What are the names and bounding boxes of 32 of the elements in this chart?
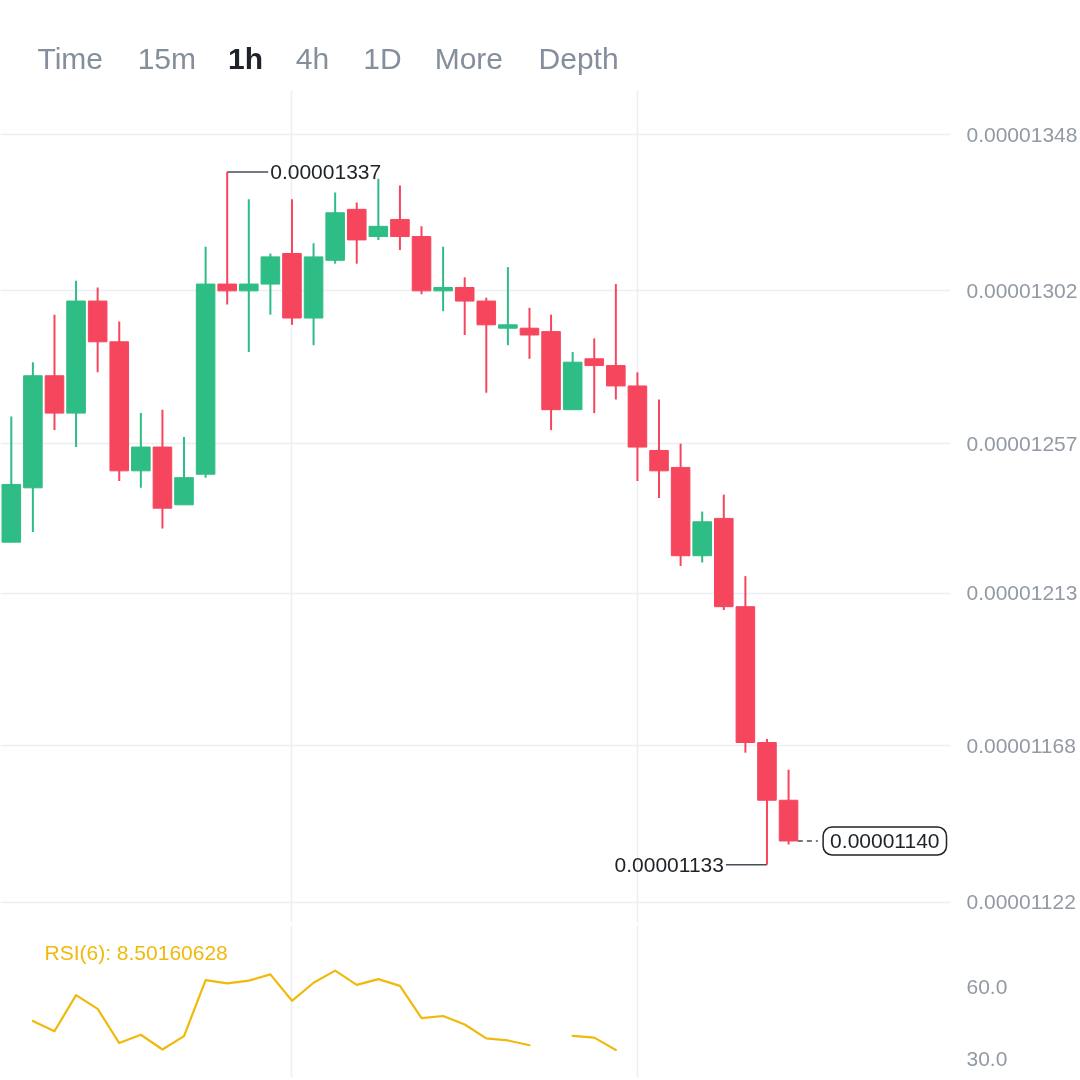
y-tick-label: 0.00001122 <box>966 890 1076 914</box>
ref-line-label: 0.00001140 <box>830 829 940 852</box>
annotation: 0.00001133 <box>614 852 724 876</box>
y-tick-label: 60.0 <box>966 975 1008 999</box>
candlestick <box>217 171 237 306</box>
candlestick <box>584 337 605 415</box>
text: 15m <box>137 42 196 75</box>
text: 1D <box>363 42 402 75</box>
series-label: RSI(6): 8.50160628 <box>44 940 228 964</box>
candlestick <box>519 306 540 360</box>
candlestick <box>649 398 669 500</box>
y-tick-label: 0.00001302 <box>966 278 1078 302</box>
y-tick-label: 0.00001168 <box>966 733 1076 757</box>
candlestick <box>454 276 475 337</box>
text: Depth <box>538 42 619 75</box>
y-tick-label: 30.0 <box>966 1046 1008 1070</box>
annotation: 0.00001337 <box>270 160 382 183</box>
candlestick <box>476 296 497 394</box>
candlestick <box>433 245 453 313</box>
y-tick-label: 0.00001213 <box>966 581 1078 605</box>
y-tick-label: 0.00001348 <box>966 122 1078 146</box>
candlestick <box>239 198 259 353</box>
candlestick <box>606 283 626 401</box>
y-tick-label: 0.00001257 <box>966 431 1078 455</box>
text: More <box>434 42 504 75</box>
text: 1h <box>228 42 264 75</box>
text: Time <box>37 42 104 75</box>
candlestick <box>498 266 518 347</box>
text: 4h <box>295 42 330 75</box>
candlestick <box>131 412 151 489</box>
candlestick <box>390 184 410 252</box>
candlestick <box>368 177 389 241</box>
